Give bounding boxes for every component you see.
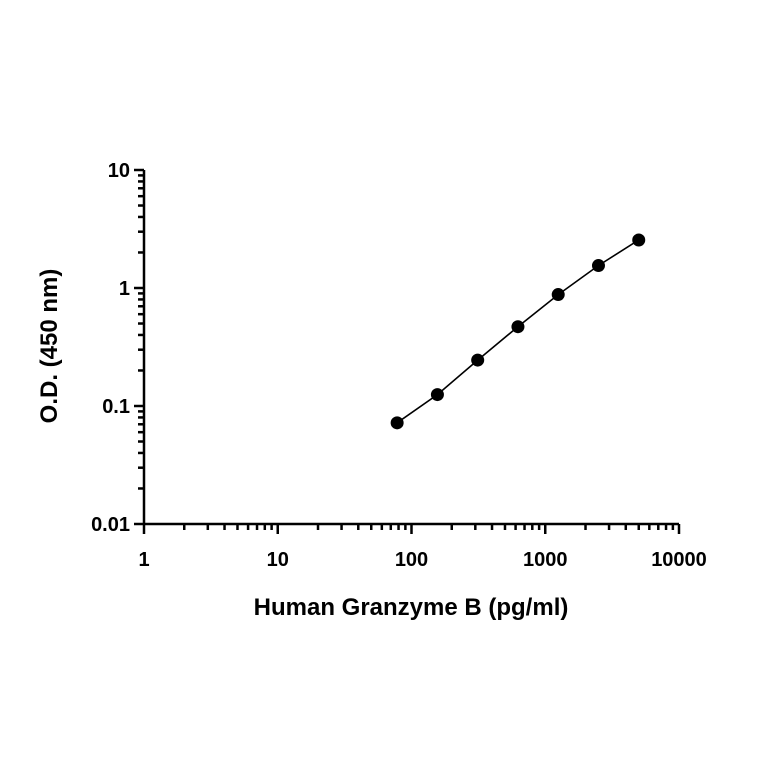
data-point <box>632 233 646 247</box>
y-tick-label: 0.1 <box>102 396 130 418</box>
x-axis-title: Human Granzyme B (pg/ml) <box>254 594 569 621</box>
tick-labels: 1 10 100 1000 10000 0.01 0.1 1 10 <box>91 160 707 571</box>
axes <box>142 170 679 526</box>
y-tick-label: 1 <box>119 278 130 300</box>
y-tick-label: 0.01 <box>91 514 130 536</box>
x-tick-label: 1000 <box>523 549 568 571</box>
data-points <box>390 233 646 430</box>
ticks <box>134 168 681 534</box>
y-tick-label: 10 <box>108 160 130 182</box>
x-tick-label: 100 <box>395 549 428 571</box>
data-point <box>390 416 404 430</box>
data-point <box>591 259 605 273</box>
y-axis-title: O.D. (450 nm) <box>36 269 63 424</box>
data-point <box>471 353 485 367</box>
data-point <box>511 320 525 334</box>
data-point <box>430 388 444 402</box>
x-tick-label: 1 <box>138 549 149 571</box>
data-point <box>551 288 565 302</box>
x-tick-label: 10 <box>267 549 289 571</box>
x-tick-label: 10000 <box>651 549 707 571</box>
